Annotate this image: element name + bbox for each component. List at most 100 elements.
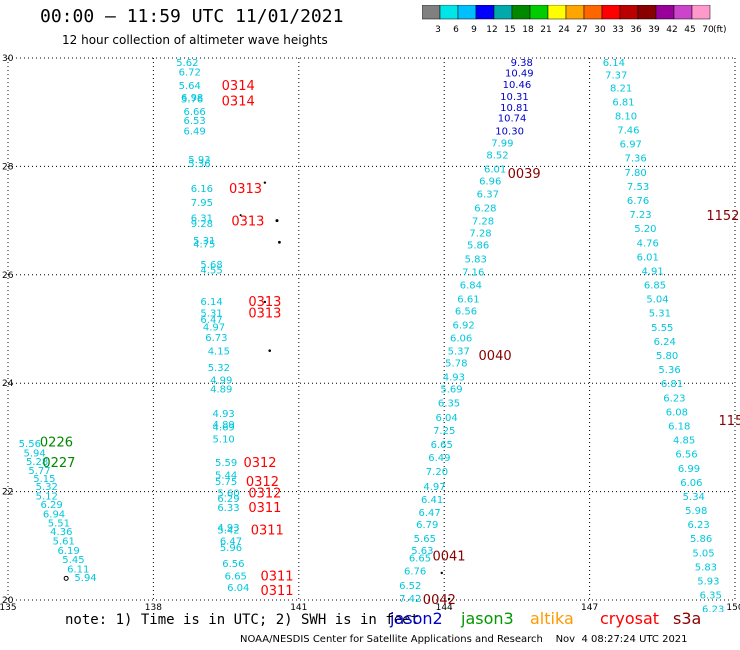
pass-time-label: 0042 xyxy=(423,593,456,608)
wave-height-value: 6.29 xyxy=(40,500,62,511)
wave-height-value: 6.79 xyxy=(416,520,438,531)
wave-height-value: 7.95 xyxy=(191,198,213,209)
pass-time-label: 0227 xyxy=(42,456,75,471)
pass-time-label: 0312 xyxy=(243,456,276,471)
wave-height-value: 9.28 xyxy=(191,219,213,230)
wave-height-value: 6.06 xyxy=(450,334,472,345)
wave-height-value: 6.06 xyxy=(680,478,702,489)
wave-height-value: 5.69 xyxy=(440,385,462,396)
wave-height-value: 5.05 xyxy=(692,548,714,559)
wave-height-value: 6.65 xyxy=(409,554,431,565)
wave-height-value: 6.01 xyxy=(484,165,506,176)
wave-height-value: 6.35 xyxy=(700,591,722,602)
wave-height-value: 5.20 xyxy=(634,224,656,235)
lon-tick-label: 150 xyxy=(726,603,740,612)
wave-height-value: 5.37 xyxy=(448,347,470,358)
wave-height-value: 4.89 xyxy=(213,420,235,431)
island xyxy=(447,597,451,601)
wave-height-value: 7.16 xyxy=(462,268,484,279)
pass-time-label: 0312 xyxy=(248,487,281,502)
wave-height-value: 4.69 xyxy=(213,423,235,434)
wave-height-value: 6.84 xyxy=(460,281,482,292)
pass-time-label: 0312 xyxy=(246,475,279,490)
color-legend: 3 6 9 12 15 18 21 24 27 30 33 36 39 42 45 70 (ft) xyxy=(422,5,727,35)
legend-label: 18 xyxy=(522,25,534,35)
wave-height-value: 5.80 xyxy=(656,351,678,362)
wave-height-value: 4.55 xyxy=(200,265,222,276)
lat-tick-label: 20 xyxy=(2,596,14,606)
wave-height-value: 6.76 xyxy=(627,196,649,207)
wave-height-value: 5.94 xyxy=(74,573,96,584)
pass-time-label: 0311 xyxy=(260,570,293,585)
wave-height-value: 5.61 xyxy=(53,536,75,547)
wave-height-value: 5.31 xyxy=(649,309,671,320)
wave-height-value: 4.93 xyxy=(217,523,239,534)
map-subtitle: 12 hour collection of altimeter wave hei… xyxy=(62,33,328,47)
lat-tick-label: 24 xyxy=(2,379,14,389)
wave-height-value: 6.04 xyxy=(227,583,249,594)
wave-height-value: 10.30 xyxy=(495,127,524,138)
wave-height-value: 5.12 xyxy=(36,491,58,502)
wave-height-value: 5.51 xyxy=(48,518,70,529)
wave-height-value: 5.62 xyxy=(176,58,198,69)
pass-time-label: 0311 xyxy=(251,524,284,539)
legend-label: 30 xyxy=(594,25,606,35)
legend-label: 15 xyxy=(504,25,515,35)
wave-height-value: 6.96 xyxy=(479,176,501,187)
wave-height-value: 4.93 xyxy=(213,409,235,420)
wave-height-value: 6.98 xyxy=(181,93,203,104)
legend-label: 42 xyxy=(666,25,677,35)
wave-height-value: 5.76 xyxy=(181,95,203,106)
wave-height-value: 5.32 xyxy=(36,482,58,493)
legend-label: 3 xyxy=(435,25,441,35)
wave-height-value: 5.63 xyxy=(411,546,433,557)
wave-height-value: 10.31 xyxy=(500,92,529,103)
lat-tick-label: 22 xyxy=(2,488,13,498)
wave-height-value: 7.99 xyxy=(491,139,513,150)
island xyxy=(63,575,69,581)
pass-time-label: 0226 xyxy=(40,436,73,451)
legend-label: 6 xyxy=(453,25,459,35)
wave-height-value: 6.29 xyxy=(217,494,239,505)
wave-height-value: 10.46 xyxy=(503,80,532,91)
wave-height-value: 7.36 xyxy=(625,154,647,165)
island xyxy=(263,181,267,184)
wave-height-value: 6.97 xyxy=(620,140,642,151)
pass-time-label: 0311 xyxy=(248,501,281,516)
wave-height-value: 4.97 xyxy=(203,322,225,333)
wave-height-value: 6.24 xyxy=(654,337,676,348)
pass-time-label: 0040 xyxy=(479,349,512,364)
wave-height-value: 6.47 xyxy=(419,508,441,519)
lon-tick-label: 144 xyxy=(436,603,453,612)
wave-height-value: 6.81 xyxy=(661,379,683,390)
wave-height-value: 6.66 xyxy=(183,107,205,118)
wave-height-value: 5.78 xyxy=(445,359,467,370)
wave-height-value: 7.23 xyxy=(629,210,651,221)
footer-note: note: 1) Time is in UTC; 2) SWH is in fe… xyxy=(65,612,420,628)
wave-height-value: 5.34 xyxy=(683,492,705,503)
wave-height-value: 6.23 xyxy=(702,605,724,612)
legend-label: 24 xyxy=(558,25,570,35)
satellite-cryosat: cryosat xyxy=(600,609,660,628)
wave-height-value: 5.93 xyxy=(188,155,210,166)
wave-height-value: 4.93 xyxy=(443,373,465,384)
wave-height-value: 5.36 xyxy=(658,365,680,376)
wave-height-value: 5.83 xyxy=(465,255,487,266)
satellite-jason3: jason3 xyxy=(461,609,514,628)
lon-tick-label: 138 xyxy=(145,603,162,612)
lat-tick-label: 28 xyxy=(2,162,14,172)
wave-height-value: 4.15 xyxy=(208,347,230,358)
wave-height-map: 3028262422201351381411441471505.565.945.… xyxy=(0,54,740,612)
wave-height-value: 6.92 xyxy=(452,321,474,332)
legend-label: 33 xyxy=(612,25,623,35)
wave-height-value: 5.75 xyxy=(215,477,237,488)
wave-height-value: 5.65 xyxy=(414,534,436,545)
pass-time-label: 0313 xyxy=(248,307,281,322)
wave-height-value: 6.72 xyxy=(179,68,201,79)
island xyxy=(263,300,267,304)
legend-label: 9 xyxy=(471,25,477,35)
wave-height-value: 6.04 xyxy=(435,413,457,424)
wave-height-value: 7.46 xyxy=(617,126,639,137)
wave-height-value: 6.49 xyxy=(183,127,205,138)
wave-height-value: 4.97 xyxy=(423,482,445,493)
